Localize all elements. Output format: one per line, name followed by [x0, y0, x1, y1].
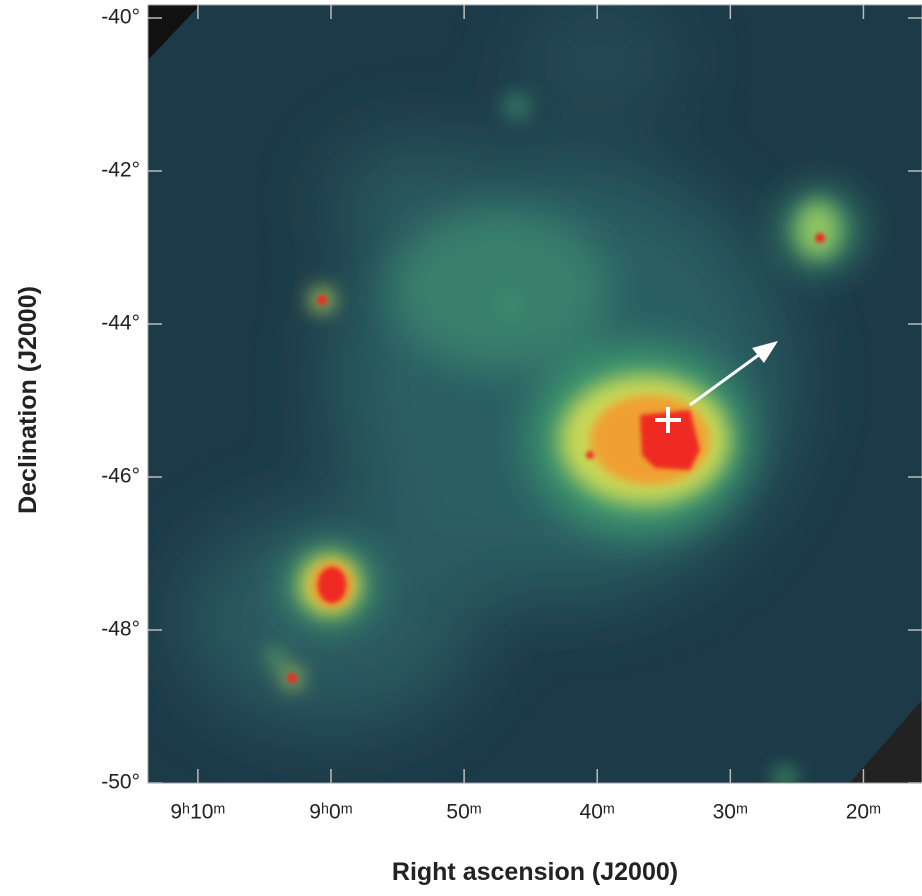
y-axis-title: Declination (J2000): [14, 286, 42, 514]
motion-arrow: [689, 341, 778, 407]
x-tick-label: 9ʰ10ᵐ: [170, 801, 225, 824]
y-tick-label: -50°: [101, 771, 140, 794]
x-tick-label: 20ᵐ: [846, 801, 881, 824]
y-tick-label: -42°: [101, 159, 140, 182]
marker-cross: [655, 407, 681, 433]
y-tick-label: -46°: [101, 465, 140, 488]
x-tick-label: 40ᵐ: [580, 801, 615, 824]
x-tick-label: 50ᵐ: [446, 801, 481, 824]
y-tick-label: -44°: [101, 312, 140, 335]
x-tick-label: 30ᵐ: [713, 801, 748, 824]
plot-frame: [147, 4, 922, 784]
y-tick-label: -40°: [101, 6, 140, 29]
x-axis-title: Right ascension (J2000): [392, 858, 678, 886]
y-tick-label: -48°: [101, 618, 140, 641]
x-tick-label: 9ʰ0ᵐ: [309, 801, 352, 824]
sky-image: [148, 5, 922, 783]
